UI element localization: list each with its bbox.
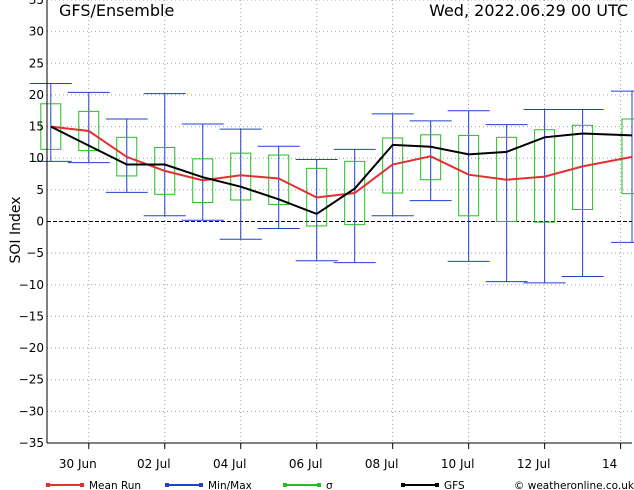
- y-tick-label: 10: [29, 151, 44, 165]
- legend-label-mean: Mean Run: [89, 480, 141, 490]
- y-tick-label: 15: [29, 120, 44, 134]
- x-tick-label: 02 Jul: [137, 457, 171, 471]
- legend-label-sigma: σ: [326, 480, 333, 490]
- sigma-box: [78, 110, 100, 152]
- legend-marker-mean: [80, 483, 84, 487]
- legend-marker-gfs: [435, 483, 439, 487]
- y-tick-label: 0: [36, 215, 44, 229]
- x-tick-label: 06 Jul: [289, 457, 323, 471]
- sigma-box: [40, 103, 62, 150]
- x-tick-label: 04 Jul: [213, 457, 247, 471]
- legend-marker-mean: [46, 483, 50, 487]
- sigma-box: [268, 154, 290, 205]
- sigma-box: [572, 124, 594, 210]
- x-tick-label: 08 Jul: [365, 457, 399, 471]
- y-tick-label: 5: [36, 183, 44, 197]
- legend-marker-gfs: [401, 483, 405, 487]
- credit-text: © weatheronline.co.uk: [514, 480, 634, 490]
- y-tick-label: 20: [29, 88, 44, 102]
- series-lines: [50, 125, 633, 216]
- y-tick-label: −5: [26, 246, 44, 260]
- y-tick-label: −10: [19, 278, 44, 292]
- x-tick-label: 10 Jul: [441, 457, 475, 471]
- y-tick-label: −25: [19, 373, 44, 387]
- legend-label-minmax: Min/Max: [208, 480, 252, 490]
- x-tick-label: 30 Jun: [59, 457, 97, 471]
- x-tick-label: 14: [602, 457, 617, 471]
- y-tick-label: −30: [19, 404, 44, 418]
- x-tick-label: 12 Jul: [517, 457, 551, 471]
- sigma-box: [344, 160, 366, 226]
- sigma-box: [382, 137, 404, 194]
- legend-marker-minmax: [199, 483, 203, 487]
- sigma-box: [420, 134, 442, 181]
- y-axis-label: SOI Index: [8, 196, 24, 263]
- legend-label-gfs: GFS: [444, 480, 465, 490]
- legend: Mean Run Min/Max σ GFS: [46, 480, 465, 490]
- y-tick-label: 25: [29, 56, 44, 70]
- gfs-line: [50, 125, 633, 216]
- sigma-box: [621, 118, 634, 195]
- axes: 35 30 25 20 15 10 5 0 −5 −10 −15 −20 −25 −30 −35 30 Jun…: [19, 0, 632, 471]
- y-tick-label: 35: [29, 0, 44, 7]
- sigma-box: [116, 136, 138, 177]
- chart-title: GFS/Ensemble: [59, 1, 174, 20]
- legend-marker-sigma: [317, 483, 321, 487]
- sigma-box: [534, 129, 556, 223]
- sigma-box: [154, 146, 176, 195]
- legend-marker-minmax: [165, 483, 169, 487]
- y-tick-label: −15: [19, 309, 44, 323]
- run-time-label: Wed, 2022.06.29 00 UTC: [429, 1, 628, 20]
- legend-marker-sigma: [283, 483, 287, 487]
- y-tick-label: −20: [19, 341, 44, 355]
- y-tick-label: −35: [19, 436, 44, 450]
- y-tick-label: 30: [29, 25, 44, 39]
